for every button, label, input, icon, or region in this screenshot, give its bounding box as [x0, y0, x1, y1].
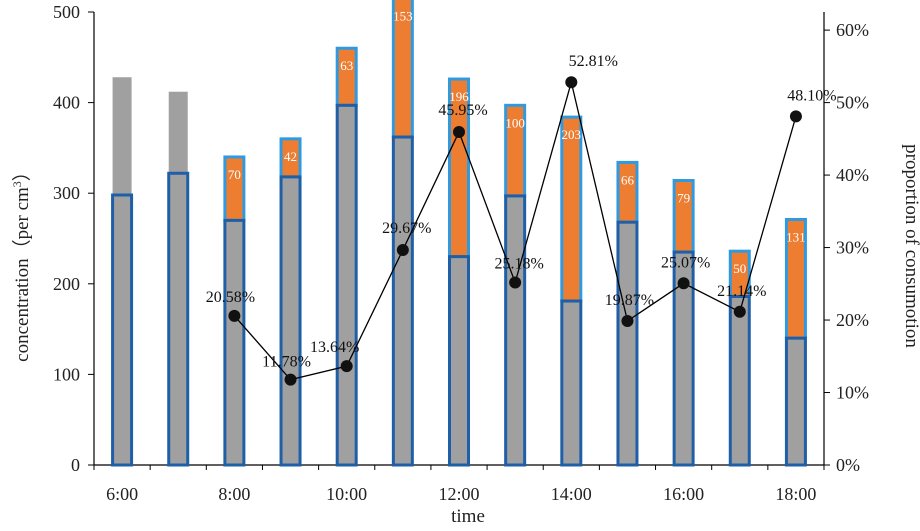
- bar-base-segment: [448, 255, 470, 467]
- y-tick-label: 0: [71, 455, 80, 475]
- y-axis-title: concentration（per cm3）: [10, 162, 33, 362]
- bar-value-label: 153: [393, 8, 413, 23]
- x-tick-label: 16:00: [663, 484, 704, 504]
- proportion-label: 45.95%: [438, 102, 487, 119]
- bar-value-label: 100: [505, 115, 525, 130]
- proportion-point: [228, 309, 241, 322]
- y2-tick-label: 20%: [836, 310, 869, 330]
- proportion-label: 48.10%: [787, 87, 836, 104]
- bar-value-label: 70: [228, 167, 241, 182]
- y2-tick-label: 30%: [836, 238, 869, 258]
- proportion-point: [284, 373, 297, 386]
- bar-consumed-segment: [616, 160, 639, 224]
- proportion-label: 11.78%: [262, 354, 311, 371]
- proportion-point: [340, 360, 353, 373]
- proportion-point: [789, 110, 802, 123]
- bars: [111, 0, 807, 467]
- ticks: 0 100 200 300 400 500 0% 10% 20% 30% 40% 50% 60% 6:00…: [53, 2, 869, 504]
- y2-tick-label: 60%: [836, 20, 869, 40]
- x-tick-label: 12:00: [438, 484, 479, 504]
- bar-value-label: 131: [786, 229, 806, 244]
- y-axis-title-main: concentration（per cm: [11, 187, 33, 362]
- bar-value-label: 63: [340, 58, 353, 73]
- bar-base-segment: [167, 171, 190, 467]
- x-tick-label: 8:00: [218, 484, 250, 504]
- bar-value-label: 79: [677, 191, 690, 206]
- bar-base-segment: [223, 218, 246, 467]
- proportion-label: 25.18%: [494, 255, 543, 272]
- y-axis-title-close: ）: [11, 162, 33, 181]
- x-tick-label: 18:00: [775, 484, 816, 504]
- y-tick-label: 300: [53, 183, 80, 203]
- y-tick-label: 400: [53, 93, 80, 113]
- bar-base-segment: [504, 194, 527, 467]
- proportion-point: [396, 243, 409, 256]
- bar-base-segment: [728, 294, 751, 467]
- proportion-point: [621, 314, 634, 327]
- x-tick-label: 14:00: [551, 484, 592, 504]
- y-tick-label: 200: [53, 274, 80, 294]
- bar-value-label: 203: [562, 127, 582, 142]
- proportion-label: 52.81%: [569, 53, 618, 70]
- bar-base-segment: [616, 220, 639, 467]
- y2-tick-label: 0%: [836, 455, 860, 475]
- proportion-label: 19.87%: [605, 292, 654, 309]
- proportion-point: [677, 277, 690, 290]
- bar-top-segment: [112, 77, 132, 196]
- proportion-point: [733, 305, 746, 318]
- proportion-point: [509, 276, 522, 289]
- y-tick-label: 500: [53, 2, 80, 22]
- proportion-point: [453, 125, 465, 138]
- proportion-label: 25.07%: [661, 254, 710, 271]
- bar-base-segment: [391, 135, 414, 467]
- bar-value-label: 42: [284, 149, 297, 164]
- bar-value-label: 196: [449, 89, 469, 104]
- bar-consumed-segment: [560, 115, 583, 303]
- proportion-label: 29.67%: [382, 220, 431, 237]
- bar-base-segment: [111, 193, 134, 467]
- bar-base-segment: [784, 336, 807, 467]
- bar-value-label: 50: [733, 261, 746, 276]
- x-axis-title: time: [451, 506, 485, 526]
- y2-tick-label: 10%: [836, 383, 869, 403]
- y2-axis-title: proportion of consumotion: [901, 144, 920, 348]
- y2-tick-label: 40%: [836, 165, 869, 185]
- x-tick-label: 6:00: [106, 484, 138, 504]
- y2-tick-label: 50%: [836, 93, 869, 113]
- bar-base-segment: [335, 103, 358, 467]
- proportion-label: 20.58%: [206, 289, 255, 306]
- y-tick-label: 100: [53, 364, 80, 384]
- proportion-label: 21.14%: [717, 283, 766, 300]
- proportion-line-layer: [228, 76, 802, 386]
- bar-base-segment: [672, 250, 695, 467]
- bar-base-segment: [279, 175, 302, 467]
- proportion-label: 13.64%: [310, 339, 359, 356]
- x-tick-label: 10:00: [326, 484, 367, 504]
- labels: 70426315319610020366795013120.58%11.78%1…: [206, 8, 837, 370]
- proportion-point: [565, 76, 578, 89]
- bar-base-segment: [560, 299, 583, 467]
- bar-value-label: 66: [621, 172, 635, 187]
- bar-consumed-segment: [335, 46, 358, 107]
- y-axis-title-sup: 3: [10, 181, 24, 187]
- bar-top-segment: [168, 91, 188, 174]
